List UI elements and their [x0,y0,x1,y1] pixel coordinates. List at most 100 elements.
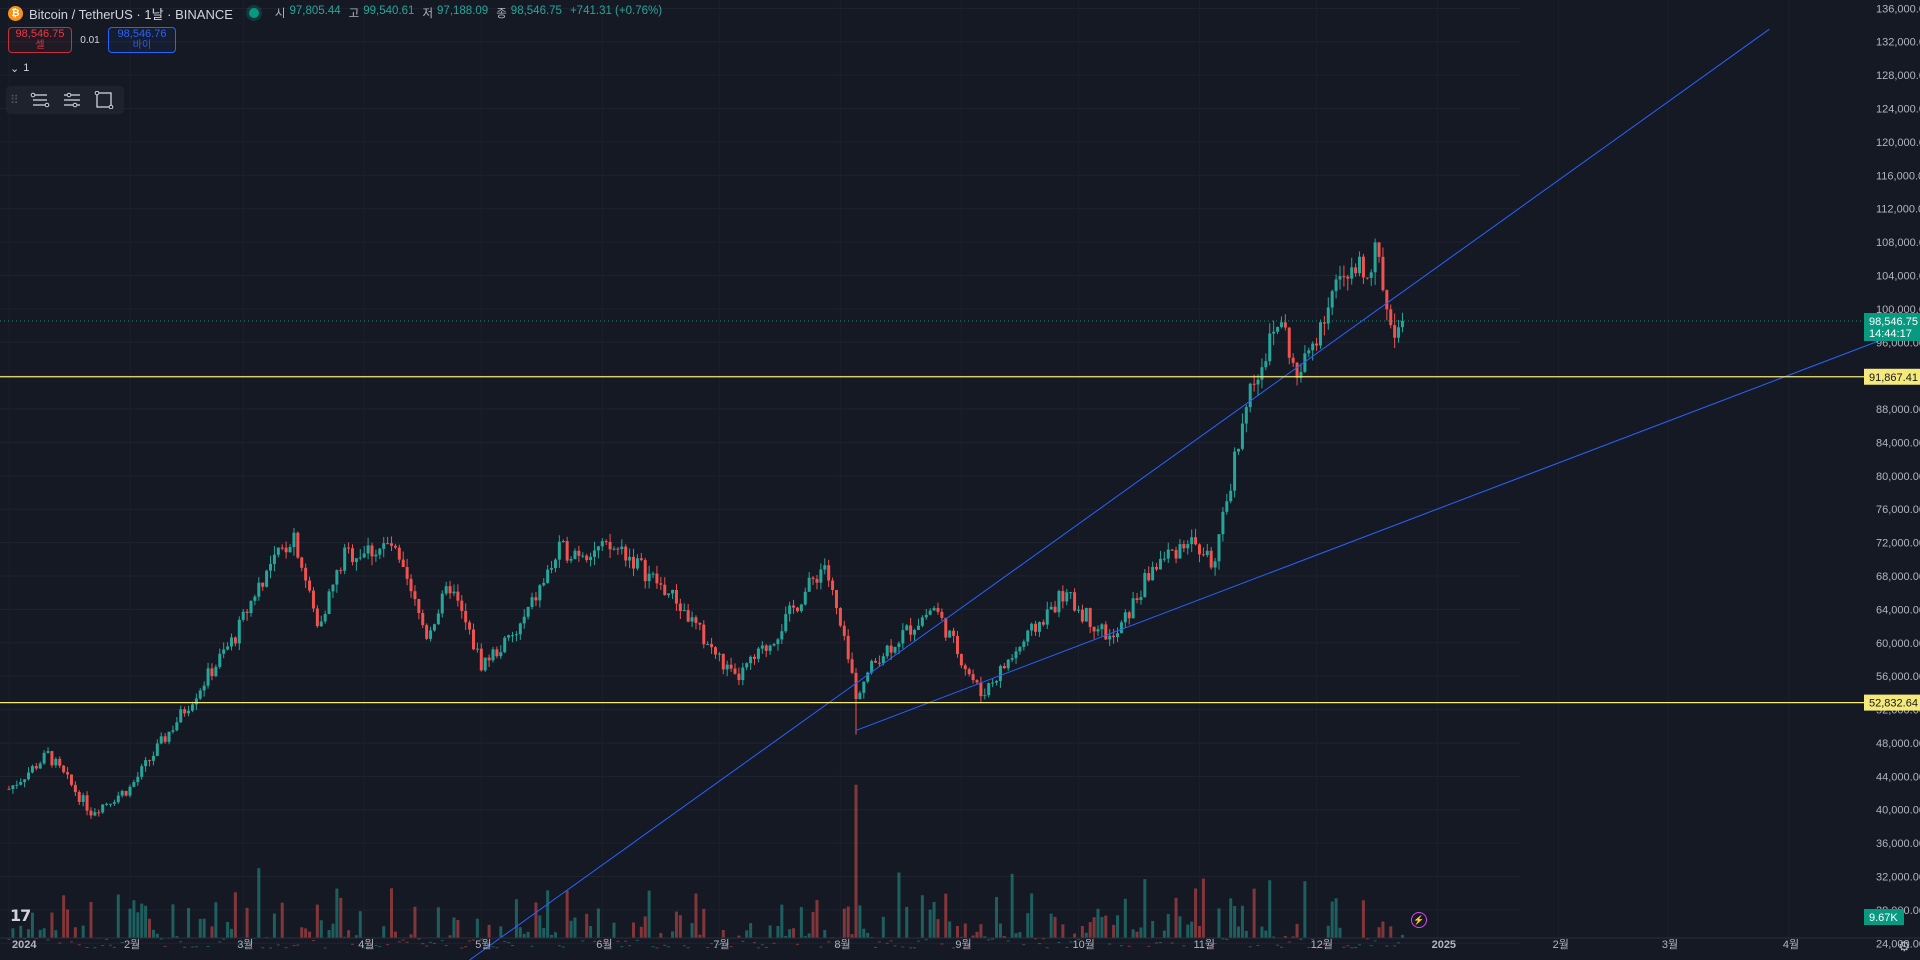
volume-bar [784,935,788,938]
candle-body [1209,550,1213,568]
candle-body [308,580,312,591]
candle-body [1135,598,1139,601]
volume-bar [479,938,483,940]
volume-bar [944,893,948,938]
candle-body [1088,608,1092,627]
volume-bar [698,934,702,938]
y-tick-label: 116,000.00 [1876,170,1920,182]
volume-bar [678,915,682,938]
x-tick-label: 9월 [955,938,971,951]
volume-bar [1143,879,1147,938]
volume-bar [155,933,159,938]
candle-body [1373,242,1377,273]
candle-body [850,659,854,673]
volume-bar [1205,944,1209,946]
volume-bar [1162,930,1166,938]
candle-body [432,624,436,631]
volume-bar [955,925,959,938]
volume-bar [331,923,335,938]
volume-bar [85,946,89,948]
candle-body [936,608,940,612]
symbol-title[interactable]: Bitcoin / TetherUS · 1날 · BINANCE [29,6,233,22]
candle-body [1283,322,1287,328]
volume-bar [1166,913,1170,938]
candle-body [249,600,253,613]
candle-body [464,610,468,623]
indicator-count: 1 [23,62,30,74]
volume-bar [1381,921,1385,938]
candle-body [218,653,222,667]
candle-body [897,643,901,648]
candle-body [296,532,300,558]
candle-body [737,673,741,681]
volume-bar [370,947,374,949]
candle-body [710,643,714,648]
volume-bar [768,925,772,938]
candle-body [1295,362,1299,378]
volume-bar [452,917,456,938]
flash-icon[interactable]: ⚡ [1411,912,1427,928]
candle-body [429,630,433,639]
candle-body [245,611,249,613]
candle-body [452,591,456,594]
candle-body [1155,566,1159,570]
volume-bar [245,907,249,938]
volume-bar [1065,946,1069,948]
ohlc-values: 시 97,805.44 고 99,540.61 저 97,188.09 종 98,546… [275,5,666,21]
sell-button[interactable]: 98,546.75 셀 [8,27,72,53]
buy-button[interactable]: 98,546.76 바이 [108,27,176,53]
candle-body [1322,322,1326,324]
volume-bar [608,947,612,949]
candle-body [1248,383,1252,408]
candle-body [1057,591,1061,613]
y-tick-label: 40,000.00 [1876,805,1920,817]
volume-bar [46,939,50,941]
candle-body [811,577,815,579]
volume-bar [1131,929,1135,938]
volume-bar [745,930,749,938]
candle-body [1045,609,1049,625]
volume-bar [987,939,991,941]
candle-body [471,629,475,650]
candle-body [526,606,530,617]
volume-bar [456,919,460,938]
indicators-collapse-button[interactable]: ⌄ 1 [10,62,29,75]
settings-icon[interactable]: ⚙ [1898,938,1911,954]
candle-body [663,584,667,596]
candle-body [706,643,710,645]
ruler-icon[interactable] [28,89,52,111]
volume-bar [421,943,425,945]
candle-body [608,541,612,550]
volume-bar [350,943,354,945]
candle-body [222,649,226,654]
volume-bar [1014,933,1018,938]
volume-bar [1127,945,1131,947]
candle-body [1213,561,1217,568]
volume-bar [401,939,405,941]
candle-body [753,656,757,659]
fib-retracement-icon[interactable] [60,89,84,111]
volume-bar [1006,940,1010,942]
rectangle-icon[interactable] [92,89,116,111]
volume-bar [518,927,522,938]
volume-bar [1182,945,1186,947]
candle-body [1354,267,1358,274]
candle-body [1240,423,1244,449]
tradingview-logo[interactable]: 17 [10,906,31,925]
volume-bar [667,946,671,948]
y-tick-label: 60,000.00 [1876,638,1920,650]
candle-body [1381,256,1385,291]
candle-body [1330,291,1334,308]
volume-bar [194,946,198,948]
volume-bar [663,944,667,946]
volume-bar [807,933,811,938]
volume-bar [1334,898,1338,938]
drag-handle-icon[interactable]: ⠿ [10,93,19,107]
y-tick-label: 80,000.00 [1876,471,1920,483]
volume-bar [834,945,838,947]
candle-body [600,541,604,547]
candle-body [901,630,905,644]
volume-bar [272,913,276,938]
candle-body [971,674,975,681]
